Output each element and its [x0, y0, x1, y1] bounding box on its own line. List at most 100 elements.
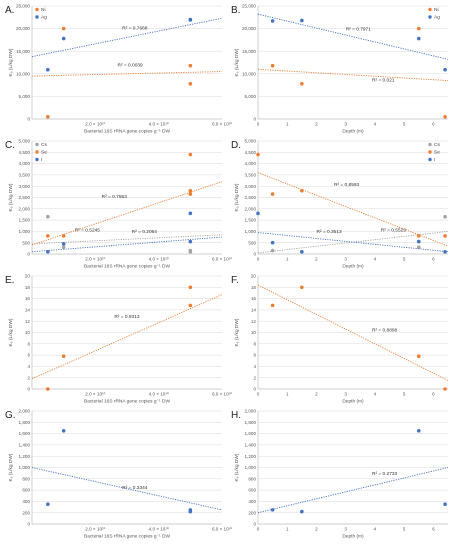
x-tick-label: 6.0 × 10¹⁰ [212, 392, 232, 397]
y-tick-label: 18 [251, 285, 257, 290]
x-tick-label: 4.0 × 10¹⁰ [149, 392, 169, 397]
x-tick-label: 4 [374, 392, 377, 397]
data-point [300, 188, 304, 193]
y-tick-label: 3,500 [19, 173, 31, 178]
y-tick-label: 10,000 [242, 71, 256, 76]
y-tick-label: 2,000 [245, 206, 257, 211]
y-tick-label: 20 [251, 274, 257, 279]
data-point [188, 303, 193, 308]
x-tick-label: 3 [344, 527, 347, 532]
data-point [188, 188, 193, 193]
y-tick-label: 4,500 [19, 150, 31, 155]
y-tick-label: 16 [25, 296, 31, 301]
trendline [257, 232, 449, 253]
legend-entry: I [41, 157, 42, 163]
y-tick-label: 400 [248, 499, 256, 504]
y-axis-title: Kₑ (L/kg DW) [234, 453, 240, 481]
y-tick-label: 25,000 [242, 4, 256, 9]
x-tick-label: 2 [315, 392, 318, 397]
x-tick-label: 2 [315, 527, 318, 532]
legend-entry: Ag [434, 15, 440, 21]
y-tick-label: 3,000 [245, 184, 257, 189]
data-point [61, 234, 66, 238]
legend-entry: Se [41, 150, 47, 156]
x-tick-label: 5 [403, 392, 406, 397]
x-tick-label: 3 [344, 257, 347, 262]
legend-entry: I [434, 157, 435, 163]
data-point [270, 303, 275, 308]
y-tick-label: 20 [25, 274, 31, 279]
data-point [300, 509, 304, 514]
y-tick-label: 1,000 [245, 465, 257, 470]
trendline [31, 294, 223, 380]
y-tick-label: 1,200 [245, 454, 257, 459]
y-tick-label: 14 [25, 308, 31, 313]
chart-panel-c: 0 500 1,000 1,500 2,000 2,500 3,000 3,500 4,000 4… [2, 137, 232, 271]
data-point [188, 81, 193, 86]
y-tick-label: 5,000 [245, 139, 257, 144]
data-point [46, 249, 50, 254]
x-tick-label: 6 [432, 122, 435, 127]
data-point [188, 239, 193, 244]
chart-panel-e: 0 2 4 6 8 10 12 14 16 18 20 2.0 × 10¹⁰ 4.0 × 10¹⁰ 6.0… [2, 272, 232, 406]
r-squared-label: R² = 0.8898 [372, 327, 398, 333]
data-point [270, 192, 275, 196]
y-axis-title: Kₑ (L/kg DW) [234, 318, 240, 346]
legend-marker [428, 142, 432, 147]
data-point [443, 249, 447, 254]
x-tick-label: 1 [286, 527, 289, 532]
y-tick-label: 4,000 [19, 161, 31, 166]
y-tick-label: 600 [248, 488, 256, 493]
panel-label: A. [5, 5, 14, 16]
legend-entry: Cs [41, 142, 47, 148]
y-axis-title: Kₑ (L/kg DW) [234, 183, 240, 211]
data-point [61, 354, 66, 359]
data-point [46, 67, 50, 72]
data-point [188, 285, 193, 290]
legend-entry: Se [434, 150, 440, 156]
x-tick-label: 3 [344, 392, 347, 397]
x-tick-label: 5 [403, 122, 406, 127]
y-axis-title: Kₑ (L/kg DW) [234, 48, 240, 76]
data-point [61, 245, 66, 250]
y-tick-label: 2 [253, 375, 256, 380]
legend-marker [428, 150, 432, 154]
data-point [416, 428, 421, 433]
r-squared-label: R² = 0.5529 [381, 227, 407, 233]
chart-svg-d: 0 500 1,000 1,500 2,000 2,500 3,000 3,500 4,000 4… [231, 139, 449, 270]
x-axis-title: Bacterial 16S rRNA gene copies g⁻¹ DW [84, 399, 170, 405]
data-point [188, 152, 193, 157]
y-tick-label: 1,200 [19, 454, 31, 459]
r-squared-label: R² = 0.9313 [114, 314, 140, 320]
chart-panel-d: 0 500 1,000 1,500 2,000 2,500 3,000 3,500 4,000 4… [228, 137, 452, 271]
data-point [416, 234, 421, 238]
y-tick-label: 2,000 [19, 206, 31, 211]
chart-svg-a: 0 5,000 10,000 15,000 20,000 25,000 2.0 × 10¹⁰… [5, 4, 232, 135]
y-tick-label: 600 [22, 488, 30, 493]
data-point [300, 81, 304, 86]
x-tick-label: 4.0 × 10¹⁰ [149, 527, 169, 532]
x-tick-label: 4 [374, 122, 377, 127]
y-tick-label: 4 [27, 364, 30, 369]
y-tick-label: 10 [25, 330, 31, 335]
trendline [257, 172, 449, 247]
x-tick-label: 5 [403, 257, 406, 262]
y-axis-title: Kₑ (L/kg DW) [8, 318, 14, 346]
y-tick-label: 0 [253, 387, 256, 392]
y-tick-label: 0 [253, 522, 256, 527]
legend-marker [35, 157, 39, 162]
y-tick-label: 1,600 [19, 431, 31, 436]
y-tick-label: 5,000 [19, 139, 31, 144]
y-tick-label: 4,500 [245, 150, 257, 155]
x-tick-label: 1 [286, 257, 289, 262]
x-tick-label: 6 [432, 392, 435, 397]
y-tick-label: 1,800 [245, 420, 257, 425]
data-point [416, 245, 421, 250]
data-point [61, 242, 66, 246]
y-tick-label: 400 [22, 499, 30, 504]
legend-marker [428, 7, 432, 12]
trendline [257, 284, 449, 381]
x-tick-label: 0 [257, 392, 260, 397]
x-axis-title: Bacterial 16S rRNA gene copies g⁻¹ DW [84, 129, 170, 135]
